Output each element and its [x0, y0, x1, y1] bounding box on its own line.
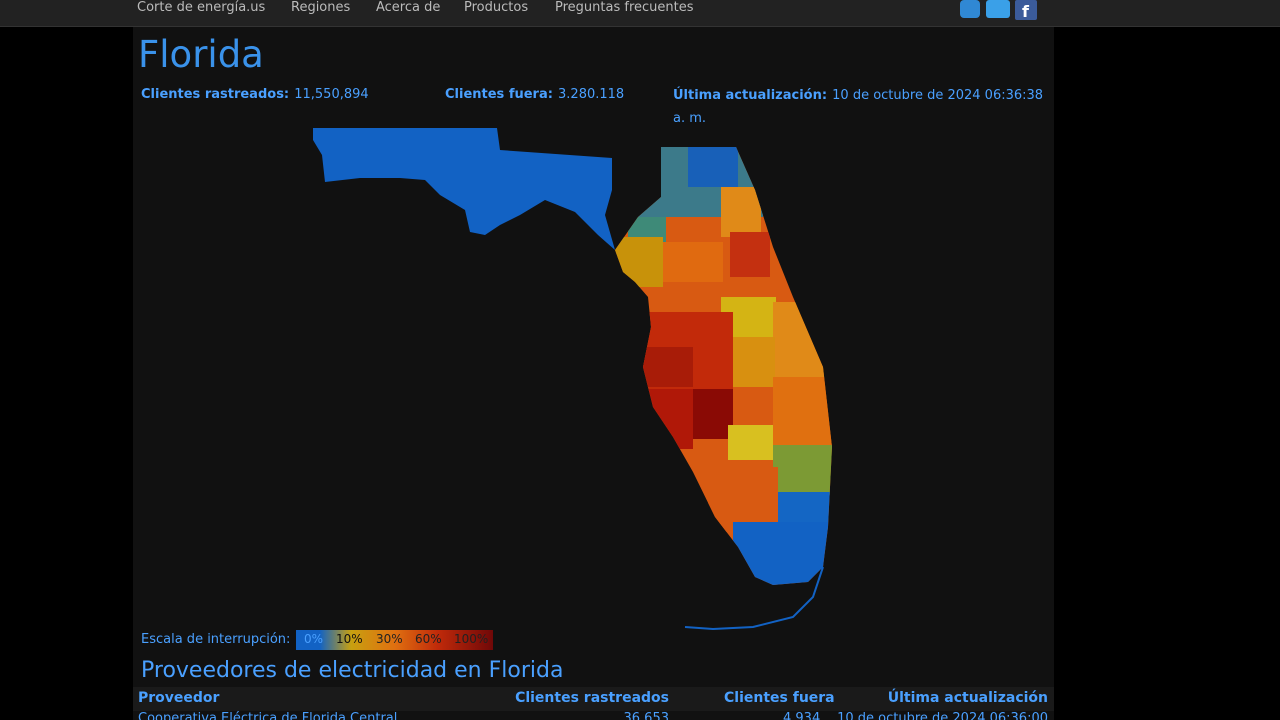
legend-stop: 100%	[454, 632, 489, 646]
table-header-row	[133, 687, 1054, 711]
stat: Clientes rastreados: 11,550,894	[141, 83, 369, 102]
mastodon-icon[interactable]	[960, 0, 980, 18]
outage-map	[313, 128, 832, 631]
facebook-icon[interactable]	[1015, 0, 1037, 20]
legend-stop: 10%	[336, 632, 363, 646]
table-header[interactable]: Clientes fuera	[724, 690, 835, 706]
legend-stop: 60%	[415, 632, 442, 646]
stat-value: 10 de octubre de 2024 06:36:38 a. m.	[673, 88, 1044, 126]
table-cell: 36,653	[623, 711, 670, 720]
legend-stop: 0%	[304, 632, 324, 646]
social-icons: f	[960, 0, 1037, 20]
stat-value: 11,550,894	[294, 87, 369, 102]
nav-bar: Corte de energía.us Regiones Acerca de P…	[0, 0, 1280, 27]
nav-link[interactable]: Acerca de	[376, 0, 441, 15]
stat-label: Clientes rastreados:	[141, 87, 290, 102]
section-title: Proveedores de electricidad en Florida	[141, 658, 564, 683]
twitter-icon[interactable]	[986, 0, 1010, 18]
stat-label: Última actualización:	[673, 88, 828, 103]
nav-link[interactable]: Preguntas frecuentes	[555, 0, 694, 15]
keys	[684, 566, 824, 631]
peninsula-regions	[615, 147, 832, 585]
legend-stop: 30%	[376, 632, 403, 646]
table-cell[interactable]: Cooperativa Eléctrica de Florida Central	[138, 711, 398, 720]
legend-label: Escala de interrupción:	[141, 632, 291, 647]
nav-link[interactable]: Regiones	[291, 0, 351, 15]
nav-link[interactable]: Productos	[464, 0, 529, 15]
stat: Clientes fuera: 3.280.118	[445, 83, 624, 102]
table-header[interactable]: Clientes rastreados	[515, 690, 669, 706]
nav-link[interactable]: Corte de energía.us	[137, 0, 266, 15]
content-panel: Florida Clientes rastreados: 11,550,894 …	[133, 27, 1054, 720]
table-cell: 4,934	[783, 711, 821, 720]
facebook-glyph: f	[1022, 2, 1030, 20]
page-title: Florida	[138, 33, 264, 76]
panhandle-region	[313, 128, 615, 250]
legend-scale: 0% 10% 30% 60% 100%	[296, 630, 493, 650]
stat-value: 3.280.118	[558, 87, 625, 102]
table-header[interactable]: Última actualización	[887, 690, 1048, 706]
stat: Última actualización: 10 de octubre de 2…	[673, 83, 1048, 129]
stat-label: Clientes fuera:	[445, 87, 553, 102]
table-cell: 10 de octubre de 2024 06:36:00	[837, 711, 1048, 720]
table-header[interactable]: Proveedor	[138, 690, 220, 706]
